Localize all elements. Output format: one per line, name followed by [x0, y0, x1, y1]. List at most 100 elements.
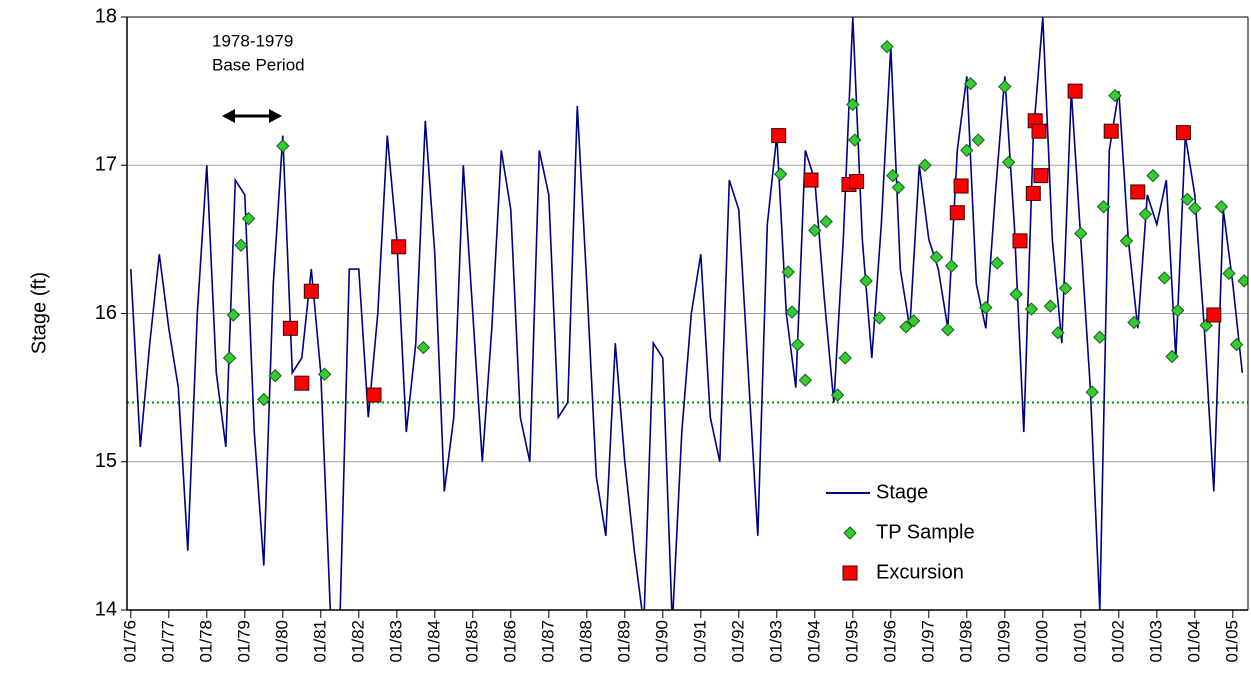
- tp-sample-marker: [1188, 201, 1202, 215]
- tp-sample-marker: [1108, 88, 1122, 103]
- tp-sample-marker: [979, 300, 993, 315]
- tp-sample-marker: [971, 133, 985, 147]
- legend-swatch: [843, 526, 857, 540]
- excursion-marker: [391, 239, 407, 255]
- legend-label: Excursion: [876, 561, 964, 583]
- tp-sample-marker: [963, 77, 978, 91]
- x-tick-label: 01/78: [196, 620, 215, 663]
- x-tick-label: 01/05: [1222, 620, 1241, 663]
- tp-sample-marker: [1237, 274, 1248, 288]
- tp-sample-marker: [1157, 271, 1172, 285]
- tp-sample-marker: [1009, 287, 1023, 301]
- tp-sample-marker: [998, 79, 1012, 94]
- tp-sample-marker: [1222, 266, 1236, 281]
- x-tick-label: 01/77: [158, 620, 177, 663]
- excursion-marker: [282, 320, 298, 336]
- excursion-marker: [1130, 184, 1146, 200]
- x-tick-label: 01/96: [880, 620, 899, 663]
- excursion-marker: [1175, 125, 1191, 141]
- x-tick-label: 01/80: [272, 620, 291, 663]
- x-tick-label: 01/00: [1032, 620, 1051, 663]
- tp-sample-marker: [846, 97, 860, 112]
- x-tick-label: 01/89: [614, 620, 633, 663]
- tp-sample-marker: [1058, 281, 1073, 296]
- tp-sample-marker: [1138, 207, 1153, 221]
- excursion-marker: [1031, 123, 1047, 139]
- excursion-marker: [294, 375, 310, 391]
- tp-sample-marker: [1146, 168, 1160, 183]
- annotation: Base Period: [212, 55, 305, 74]
- annotation-arrow: [222, 109, 282, 123]
- x-tick-label: 01/90: [652, 620, 671, 663]
- x-tick-label: 01/81: [310, 620, 329, 663]
- legend-swatch: [842, 565, 858, 581]
- tp-sample-marker: [276, 139, 290, 153]
- tp-sample-marker: [1001, 155, 1016, 169]
- excursion-marker: [303, 283, 319, 299]
- x-tick-label: 01/02: [1108, 620, 1127, 663]
- x-tick-label: 01/84: [424, 620, 443, 663]
- tp-sample-marker: [1024, 302, 1039, 316]
- tp-sample-marker: [941, 323, 955, 337]
- tp-sample-marker: [317, 367, 332, 381]
- excursion-marker: [771, 128, 787, 144]
- x-tick-label: 01/95: [842, 620, 861, 663]
- x-tick-label: 01/99: [994, 620, 1013, 663]
- tp-sample-marker: [1074, 226, 1088, 241]
- tp-sample-marker: [1165, 349, 1179, 364]
- x-tick-label: 01/04: [1184, 620, 1203, 663]
- x-tick-label: 01/91: [690, 620, 709, 663]
- x-tick-label: 01/01: [1070, 620, 1089, 663]
- x-tick-label: 01/92: [728, 620, 747, 663]
- tp-sample-marker: [785, 305, 799, 319]
- plot-area: [130, 17, 1248, 610]
- y-tick-label: 17: [95, 154, 117, 176]
- tp-sample-marker: [798, 373, 813, 387]
- annotation: 1978-1979: [212, 31, 293, 50]
- tp-sample-marker: [416, 340, 431, 355]
- tp-sample-marker: [990, 256, 1004, 270]
- tp-sample-marker: [1096, 200, 1111, 214]
- excursion-marker: [1067, 83, 1083, 99]
- excursion-marker: [1033, 168, 1049, 184]
- tp-sample-marker: [790, 337, 805, 352]
- tp-sample-marker: [872, 311, 887, 325]
- tp-sample-marker: [960, 143, 974, 158]
- tp-sample-marker: [781, 265, 795, 279]
- tp-sample-marker: [1170, 303, 1185, 318]
- tp-sample-marker: [257, 392, 271, 407]
- tp-sample-marker: [1229, 337, 1244, 352]
- tp-sample-marker: [899, 320, 913, 334]
- excursion-marker: [849, 174, 865, 190]
- y-tick-label: 14: [95, 598, 117, 620]
- y-tick-label: 18: [95, 5, 117, 27]
- excursion-marker: [1025, 185, 1041, 201]
- tp-sample-marker: [222, 351, 237, 365]
- x-tick-label: 01/93: [766, 620, 785, 663]
- x-tick-label: 01/76: [120, 620, 139, 663]
- excursion-marker: [949, 205, 965, 221]
- tp-sample-marker: [1043, 299, 1058, 313]
- legend-label: Stage: [876, 481, 928, 503]
- x-tick-label: 01/85: [462, 620, 481, 663]
- tp-sample-marker: [819, 214, 833, 229]
- tp-sample-marker: [944, 259, 959, 273]
- tp-sample-marker: [1093, 330, 1107, 344]
- y-tick-label: 16: [95, 302, 117, 324]
- tp-sample-marker: [241, 211, 256, 226]
- tp-sample-marker: [929, 250, 944, 264]
- tp-sample-marker: [918, 158, 932, 172]
- tp-sample-marker: [1214, 200, 1229, 214]
- tp-sample-marker: [906, 314, 921, 328]
- tp-sample-marker: [838, 351, 852, 365]
- x-tick-label: 01/86: [500, 620, 519, 663]
- excursion-marker: [1103, 123, 1119, 139]
- x-tick-label: 01/03: [1146, 620, 1165, 663]
- tp-sample-marker: [1119, 234, 1134, 248]
- tp-sample-marker: [859, 274, 873, 288]
- y-tick-label: 15: [95, 450, 117, 472]
- stage-line: [130, 17, 1244, 610]
- tp-sample-marker: [885, 168, 900, 183]
- tp-sample-marker: [1051, 326, 1065, 340]
- tp-sample-marker: [1085, 385, 1099, 399]
